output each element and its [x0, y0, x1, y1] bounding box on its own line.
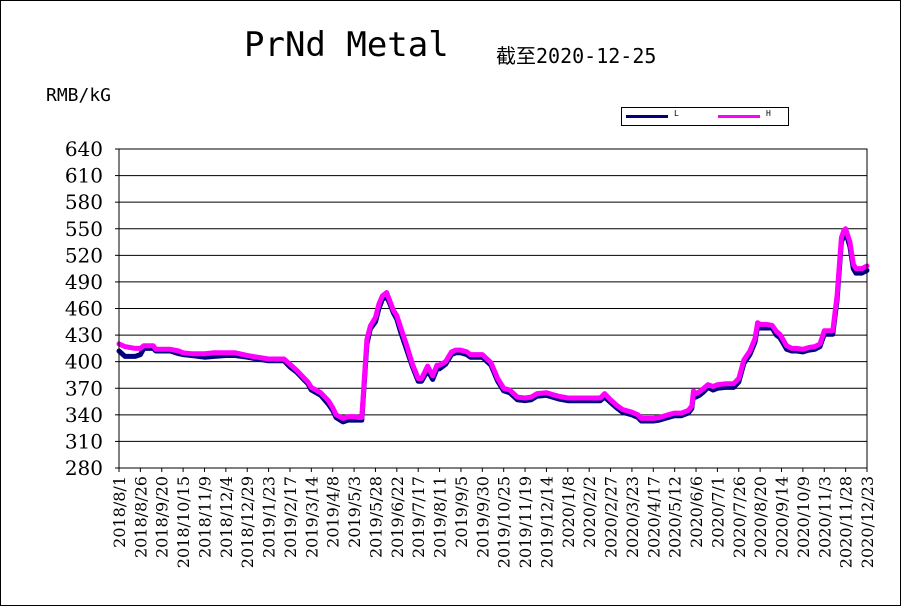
x-tick-label: 2020/6/6 — [687, 476, 706, 548]
x-tick-label: 2019/8/11 — [431, 476, 450, 558]
x-tick-label: 2019/5/28 — [366, 476, 385, 558]
x-tick-label: 2019/1/23 — [260, 476, 279, 558]
x-tick-label: 2018/8/26 — [131, 476, 150, 558]
x-tick-label: 2018/11/9 — [195, 476, 214, 558]
series-lines — [116, 226, 870, 425]
legend: L H — [621, 107, 789, 126]
y-tick-label: 280 — [65, 456, 103, 480]
chart-subtitle: 截至2020-12-25 — [496, 44, 657, 68]
x-tick-label: 2019/12/14 — [537, 476, 556, 568]
x-tick-label: 2019/10/25 — [495, 476, 514, 568]
x-tick-label: 2018/8/1 — [110, 476, 129, 548]
x-tick-label: 2020/11/28 — [837, 476, 856, 568]
x-tick-label: 2019/11/19 — [516, 476, 535, 568]
y-tick-label: 460 — [65, 297, 103, 321]
grid-lines — [115, 148, 868, 472]
x-tick-label: 2020/12/23 — [858, 476, 877, 568]
legend-swatch-l — [626, 115, 668, 118]
x-tick-label: 2019/9/30 — [473, 476, 492, 558]
x-tick-label: 2020/8/20 — [751, 476, 770, 558]
y-tick-label: 550 — [65, 217, 103, 241]
y-tick-label: 340 — [65, 403, 103, 427]
x-tick-labels: 2018/8/1 2018/8/26 2018/9/20 2018/10/15 2018… — [110, 476, 877, 568]
legend-swatch-h — [718, 115, 760, 118]
chart-title: PrNd Metal — [244, 25, 449, 65]
x-tick-label: 2019/7/17 — [409, 476, 428, 558]
x-tick-label: 2020/4/17 — [644, 476, 663, 558]
x-tick-label: 2019/5/3 — [345, 476, 364, 548]
y-tick-label: 640 — [65, 137, 103, 161]
y-tick-label: 520 — [65, 243, 103, 267]
x-tick-label: 2019/2/17 — [281, 476, 300, 558]
y-axis-label: RMB/kG — [46, 85, 112, 106]
x-tick-label: 2018/10/15 — [174, 476, 193, 568]
x-tick-label: 2020/10/9 — [794, 476, 813, 558]
x-tick-label: 2020/7/1 — [708, 476, 727, 548]
series-line-h — [116, 226, 870, 421]
legend-label-l: L — [674, 109, 679, 118]
x-tick-label: 2020/11/3 — [815, 476, 834, 558]
y-tick-label: 580 — [65, 190, 103, 214]
x-tick-label: 2019/3/14 — [302, 476, 321, 558]
y-tick-label: 430 — [65, 323, 103, 347]
x-tick-label: 2019/6/22 — [388, 476, 407, 558]
x-tick-label: 2019/4/8 — [324, 476, 343, 548]
x-tick-label: 2020/9/14 — [773, 476, 792, 558]
y-tick-label: 490 — [65, 270, 103, 294]
x-tick-label: 2020/3/23 — [623, 476, 642, 558]
legend-label-h: H — [766, 109, 771, 118]
x-tick-label: 2018/12/29 — [238, 476, 257, 568]
y-tick-label: 400 — [65, 350, 103, 374]
x-tick-label: 2018/12/4 — [217, 476, 236, 558]
plot-area-border — [118, 148, 868, 469]
y-tick-label: 310 — [65, 429, 103, 453]
x-tick-label: 2020/2/27 — [602, 476, 621, 558]
x-tick-label: 2018/9/20 — [153, 476, 172, 558]
y-tick-label: 370 — [65, 376, 103, 400]
x-tick-label: 2020/7/26 — [730, 476, 749, 558]
x-tick-label: 2020/1/8 — [559, 476, 578, 548]
x-tick-label: 2020/5/12 — [666, 476, 685, 558]
x-tick-label: 2019/9/5 — [452, 476, 471, 548]
x-tick-label: 2020/2/2 — [580, 476, 599, 548]
y-tick-label: 610 — [65, 164, 103, 188]
